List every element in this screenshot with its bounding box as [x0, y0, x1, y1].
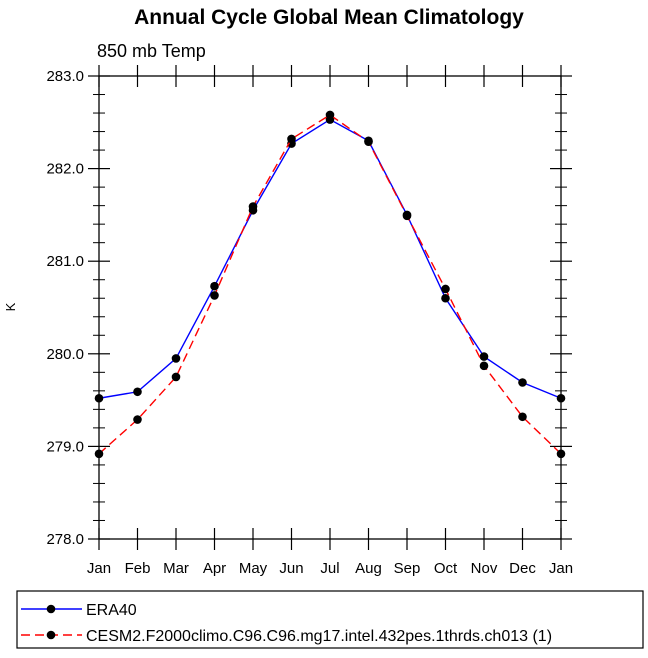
series-2-point [94, 449, 104, 459]
y-tick-label: 283.0 [46, 68, 84, 85]
series-2-point [402, 211, 412, 221]
y-tick-label: 282.0 [46, 161, 84, 178]
series-2-point [287, 134, 296, 144]
series-2-point [479, 361, 489, 371]
y-tick-label: 279.0 [46, 438, 84, 455]
series-2-point [171, 372, 181, 382]
x-tick-label: Jan [549, 560, 573, 577]
legend-label-2: CESM2.F2000climo.C96.C96.mg17.intel.432p… [86, 628, 552, 645]
y-tick-label: 278.0 [46, 531, 84, 548]
x-tick-label: Jun [279, 560, 303, 577]
x-tick-label: Aug [355, 560, 382, 577]
series-line-1 [98, 118, 562, 399]
legend: ERA40 CESM2.F2000climo.C96.C96.mg17.intel… [16, 590, 644, 649]
series-2-point [210, 291, 219, 300]
plot-frame [98, 75, 562, 540]
series-2-point [441, 284, 450, 294]
series-line-2 [98, 114, 562, 455]
x-tick-label: Apr [203, 560, 226, 577]
series-1-point [479, 352, 489, 361]
legend-marker-1 [46, 604, 56, 614]
x-tick-label: Nov [471, 560, 498, 577]
chart-title: Annual Cycle Global Mean Climatology [134, 6, 524, 29]
series-1-point [210, 281, 219, 291]
series-2-point [133, 415, 142, 424]
series-1-point [171, 354, 181, 363]
x-tick-label: Mar [163, 560, 189, 577]
x-tick-label: Oct [434, 560, 458, 577]
series-2-point [248, 202, 258, 211]
series-1-point [556, 393, 566, 403]
y-tick-label: 280.0 [46, 346, 84, 363]
y-axis-label: K [3, 302, 18, 311]
legend-marker-2 [46, 630, 56, 640]
series-2-point [556, 449, 566, 459]
plot-area: 278.0 279.0 280.0 281.0 282.0 283.0 Jan Feb Mar A… [46, 65, 573, 577]
x-tick-label: Jul [320, 560, 339, 577]
series-1-point [518, 378, 527, 387]
x-tick-label: Sep [394, 560, 421, 577]
series-2-point [325, 110, 335, 120]
legend-label-1: ERA40 [86, 602, 137, 619]
x-tick-label: Jan [87, 560, 111, 577]
x-tick-label: Dec [509, 560, 536, 577]
y-tick-label: 281.0 [46, 253, 84, 270]
series-1-point [94, 393, 104, 403]
x-tick-label: May [239, 560, 268, 577]
series-2-point [518, 412, 527, 422]
series-1-point [441, 293, 450, 303]
x-tick-label: Feb [125, 560, 151, 577]
chart-subtitle: 850 mb Temp [97, 41, 206, 61]
series-1-point [133, 387, 142, 397]
legend-box [16, 590, 644, 649]
series-2-point [364, 137, 373, 147]
